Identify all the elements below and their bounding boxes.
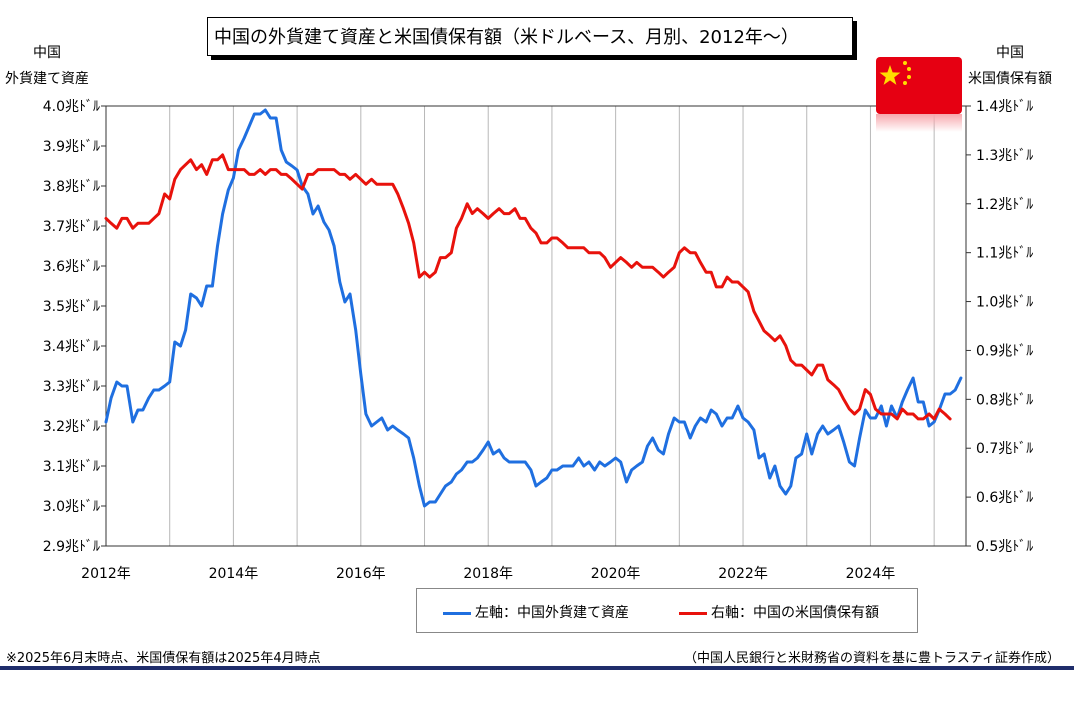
- right-axis-tick-label: 1.2兆ﾄﾞﾙ: [976, 197, 1033, 213]
- left-axis-tick-label: 3.5兆ﾄﾞﾙ: [43, 299, 100, 315]
- right-axis-tick-label: 0.9兆ﾄﾞﾙ: [976, 343, 1033, 359]
- right-axis-title: 中国 米国債保有額: [968, 40, 1052, 92]
- legend-label-left-series: 左軸：中国外貨建て資産: [475, 605, 629, 621]
- series-line-right-us-treasury-holdings: [104, 153, 952, 421]
- left-axis-tick-label: 3.6兆ﾄﾞﾙ: [43, 259, 100, 275]
- left-axis-tick-label: 3.8兆ﾄﾞﾙ: [43, 179, 100, 195]
- bottom-rule: [0, 666, 1074, 670]
- x-axis-tick-label: 2022年: [718, 566, 768, 582]
- left-axis-tick-label: 3.1兆ﾄﾞﾙ: [43, 459, 100, 475]
- x-axis-tick-label: 2024年: [846, 566, 896, 582]
- x-axis-tick-label: 2018年: [463, 566, 513, 582]
- left-axis-title: 中国 外貨建て資産: [5, 40, 89, 92]
- chart-title: 中国の外貨建て資産と米国債保有額（米ドルベース、月別、2012年～）: [207, 17, 853, 56]
- series-line-left-foreign-assets: [104, 108, 963, 508]
- legend-item-right-series: 右軸：中国の米国債保有額: [679, 602, 879, 622]
- legend-swatch-blue: [443, 611, 471, 615]
- china-flag-icon: [876, 57, 962, 114]
- right-axis-tick-label: 0.8兆ﾄﾞﾙ: [976, 392, 1033, 408]
- x-axis-tick-label: 2020年: [591, 566, 641, 582]
- left-axis-tick-label: 3.2兆ﾄﾞﾙ: [43, 419, 100, 435]
- right-axis-tick-label: 1.4兆ﾄﾞﾙ: [976, 99, 1033, 115]
- x-axis-tick-label: 2016年: [336, 566, 386, 582]
- legend-item-left-series: 左軸：中国外貨建て資産: [443, 602, 629, 622]
- left-axis-tick-label: 3.4兆ﾄﾞﾙ: [43, 339, 100, 355]
- flag-reflection: [876, 114, 962, 132]
- right-axis-tick-label: 1.3兆ﾄﾞﾙ: [976, 148, 1033, 164]
- left-axis-tick-label: 4.0兆ﾄﾞﾙ: [43, 99, 100, 115]
- right-axis-title-line-2: 米国債保有額: [968, 71, 1052, 87]
- right-axis-tick-label: 0.5兆ﾄﾞﾙ: [976, 539, 1033, 555]
- left-axis-title-line-2: 外貨建て資産: [5, 71, 89, 87]
- left-axis-tick-label: 2.9兆ﾄﾞﾙ: [43, 539, 100, 555]
- right-axis-tick-label: 1.0兆ﾄﾞﾙ: [976, 295, 1033, 311]
- x-axis-tick-label: 2012年: [81, 566, 131, 582]
- right-axis-tick-label: 0.7兆ﾄﾞﾙ: [976, 441, 1033, 457]
- left-axis-tick-label: 3.7兆ﾄﾞﾙ: [43, 219, 100, 235]
- footnote-source: （中国人民銀行と米財務省の資料を基に豊トラスティ証券作成）: [684, 651, 1060, 666]
- legend: 左軸：中国外貨建て資産 右軸：中国の米国債保有額: [416, 588, 918, 633]
- right-axis-tick-label: 0.6兆ﾄﾞﾙ: [976, 490, 1033, 506]
- left-axis-title-line-1: 中国: [33, 45, 61, 61]
- right-axis-title-line-1: 中国: [996, 45, 1024, 61]
- legend-swatch-red: [679, 611, 707, 615]
- left-axis-tick-label: 3.9兆ﾄﾞﾙ: [43, 139, 100, 155]
- left-axis-tick-label: 3.3兆ﾄﾞﾙ: [43, 379, 100, 395]
- legend-label-right-series: 右軸：中国の米国債保有額: [711, 605, 879, 621]
- plot-area-frame: [105, 105, 967, 547]
- footnote-left: ※2025年6月末時点、米国債保有額は2025年4月時点: [6, 651, 321, 666]
- right-axis-tick-label: 1.1兆ﾄﾞﾙ: [976, 246, 1033, 262]
- x-axis-tick-label: 2014年: [209, 566, 259, 582]
- left-axis-tick-label: 3.0兆ﾄﾞﾙ: [43, 499, 100, 515]
